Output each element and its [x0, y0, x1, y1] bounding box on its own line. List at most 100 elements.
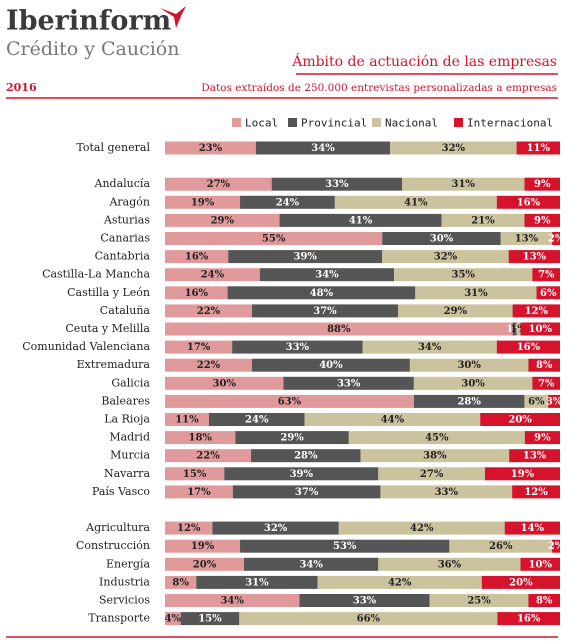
bar-segment: [239, 612, 498, 626]
bar-segment: [244, 557, 379, 571]
bar-segment: [449, 539, 553, 553]
value-label: 32%: [264, 523, 288, 534]
category-label: La Rioja: [104, 413, 150, 426]
value-label: 29%: [211, 215, 235, 226]
legend-label: Nacional: [385, 117, 438, 130]
value-label: 24%: [201, 270, 225, 281]
bar-segment: [552, 232, 560, 245]
value-label: 17%: [187, 487, 211, 498]
value-label: 22%: [196, 451, 220, 462]
value-label: 24%: [276, 197, 300, 208]
value-label: 17%: [187, 342, 211, 353]
bar-segment: [299, 594, 430, 607]
brand-sub: Crédito y Caución: [6, 38, 180, 60]
value-label: 34%: [311, 143, 335, 154]
value-label: 33%: [325, 179, 349, 190]
bar-segment: [429, 594, 529, 607]
value-label: 10%: [529, 324, 553, 335]
bar-segment: [165, 575, 197, 589]
value-label: 1%: [510, 324, 527, 335]
value-label: 4%: [165, 614, 182, 625]
category-label: Castilla y León: [67, 286, 150, 299]
value-label: 38%: [423, 451, 447, 462]
bar-segment: [165, 521, 213, 535]
bar-segment: [165, 594, 300, 607]
value-label: 13%: [523, 451, 547, 462]
value-label: 55%: [262, 234, 286, 245]
value-label: 42%: [388, 577, 412, 588]
bar-segment: [512, 304, 560, 318]
value-label: 13%: [515, 234, 539, 245]
value-label: 15%: [183, 469, 207, 480]
category-label: Comunidad Valenciana: [22, 340, 150, 353]
bar-segment: [259, 268, 395, 282]
category-label: Galicia: [111, 376, 150, 389]
bar-segment: [165, 213, 280, 227]
bar-segment: [165, 340, 233, 354]
bar-segment: [516, 141, 560, 155]
bar-segment: [232, 485, 381, 499]
category-label: Aragón: [108, 195, 150, 208]
bar-segment: [536, 286, 560, 300]
bar-segment: [235, 431, 349, 445]
value-label: 32%: [442, 143, 466, 154]
category-label: Total general: [76, 141, 150, 154]
bar-segment: [509, 449, 560, 463]
category-label: Madrid: [109, 431, 150, 444]
bar-segment: [394, 268, 533, 282]
subtitle: Datos extraídos de 250.000 entrevistas p…: [201, 82, 557, 94]
value-label: 44%: [381, 415, 405, 426]
value-label: 8%: [172, 577, 189, 588]
value-label: 33%: [337, 378, 361, 389]
category-label: Canarias: [100, 232, 150, 245]
bar-segment: [524, 177, 560, 191]
category-label: País Vasco: [92, 485, 150, 498]
bar-segment: [481, 575, 560, 589]
bar-segment: [304, 413, 481, 426]
value-label: 41%: [404, 197, 428, 208]
value-label: 7%: [538, 270, 555, 281]
category-label: Andalucía: [94, 177, 151, 190]
bar-segment: [360, 449, 510, 463]
bar-segment: [378, 467, 485, 481]
legend-swatch: [232, 118, 241, 127]
bar-segment: [165, 232, 383, 245]
bar-segment: [413, 376, 533, 390]
logo-mark: [160, 6, 186, 28]
legend-swatch: [372, 118, 381, 127]
bar-segment: [283, 376, 414, 390]
bar-segment: [516, 322, 521, 336]
bar-segment: [196, 575, 318, 589]
legend-swatch: [454, 118, 463, 127]
value-label: 20%: [509, 577, 533, 588]
bar-segment: [165, 268, 260, 282]
value-label: 2%: [548, 234, 565, 245]
value-label: 30%: [461, 378, 485, 389]
value-label: 34%: [220, 596, 244, 607]
bar-segment: [255, 141, 391, 155]
value-label: 9%: [534, 215, 551, 226]
bar-segment: [165, 557, 244, 571]
bar-segment: [338, 521, 505, 535]
value-label: 16%: [185, 252, 209, 263]
bar-segment: [528, 358, 560, 372]
bar-segment: [504, 521, 560, 535]
value-label: 28%: [294, 451, 318, 462]
bar-segment: [165, 612, 181, 626]
bar-segment: [208, 413, 305, 426]
bar-segment: [165, 431, 236, 445]
bar-segment: [390, 141, 517, 155]
bar-segment: [165, 304, 252, 318]
value-label: 16%: [517, 197, 541, 208]
bar-segment: [497, 612, 560, 626]
value-label: 32%: [434, 252, 458, 263]
bar-segment: [165, 413, 209, 426]
value-label: 29%: [444, 306, 468, 317]
value-label: 21%: [471, 215, 495, 226]
value-label: 20%: [508, 415, 532, 426]
bar-segment: [165, 141, 256, 155]
bar-segment: [552, 539, 560, 553]
bar-segment: [251, 304, 399, 318]
bar-segment: [508, 250, 560, 264]
